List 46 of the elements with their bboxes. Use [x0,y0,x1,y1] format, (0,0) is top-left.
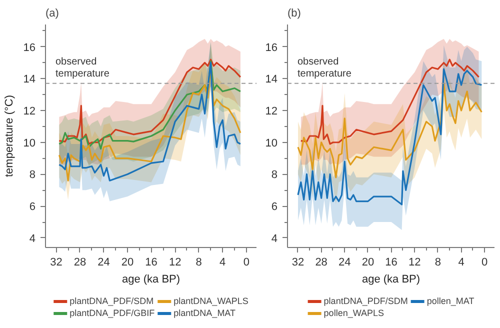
y-tick-label: 16 [23,42,36,54]
y-tick-label: 4 [29,232,36,245]
x-tick-label: 28 [74,256,86,268]
y-tick-label: 6 [29,201,36,214]
x-tick-label: 8 [434,256,442,268]
x-tick-label: 4 [458,256,464,268]
y-tick-label: 12 [265,106,278,118]
x-tick-label: 0 [243,256,250,268]
x-axis-title: age (ka BP) [122,274,180,286]
y-tick-label: 14 [23,74,36,86]
x-tick-label: 24 [338,256,351,268]
x-tick-label: 32 [292,256,304,268]
x-tick-label: 16 [385,256,398,268]
y-tick-label: 4 [271,232,278,245]
y-tick-label: 14 [265,74,278,86]
ref-line-label: observed temperature [298,56,352,80]
y-tick-label: 8 [271,169,278,182]
x-tick-label: 20 [121,256,134,268]
x-tick-label: 24 [98,256,110,268]
legend-label: plantDNA_PDF/GBIF [70,308,155,318]
x-tick-label: 12 [168,256,182,268]
x-tick-label: 16 [145,256,158,268]
legend-label: plantDNA_WAPLS [174,296,248,306]
y-tick-label: 6 [271,201,278,214]
legend-label: plantDNA_PDF/SDM [70,296,154,306]
x-tick-label: 28 [315,256,328,268]
y-tick-label: 10 [265,137,278,150]
y-tick-label: 10 [23,137,36,150]
x-tick-label: 32 [50,256,62,268]
chart-title: (b) [288,8,301,20]
y-tick-label: 12 [23,106,36,118]
x-tick-label: 20 [362,256,374,268]
ref-line-label: observed temperature [56,56,110,80]
legend-label: pollen_MAT [426,296,474,306]
x-tick-label: 12 [408,256,421,268]
y-tick-label: 16 [265,42,278,54]
legend-label: plantDNA_PDF/SDM [324,296,408,306]
legend-label: pollen_WAPLS [324,308,384,318]
y-tick-label: 8 [29,169,36,182]
x-tick-label: 8 [196,256,202,268]
y-axis-title: temperature (°C) [3,94,16,178]
x-tick-label: 0 [482,256,488,268]
chart-title: (a) [46,8,59,20]
x-axis-title: age (ka BP) [362,274,420,286]
legend-label: plantDNA_MAT [174,308,236,318]
x-tick-label: 4 [220,256,226,268]
